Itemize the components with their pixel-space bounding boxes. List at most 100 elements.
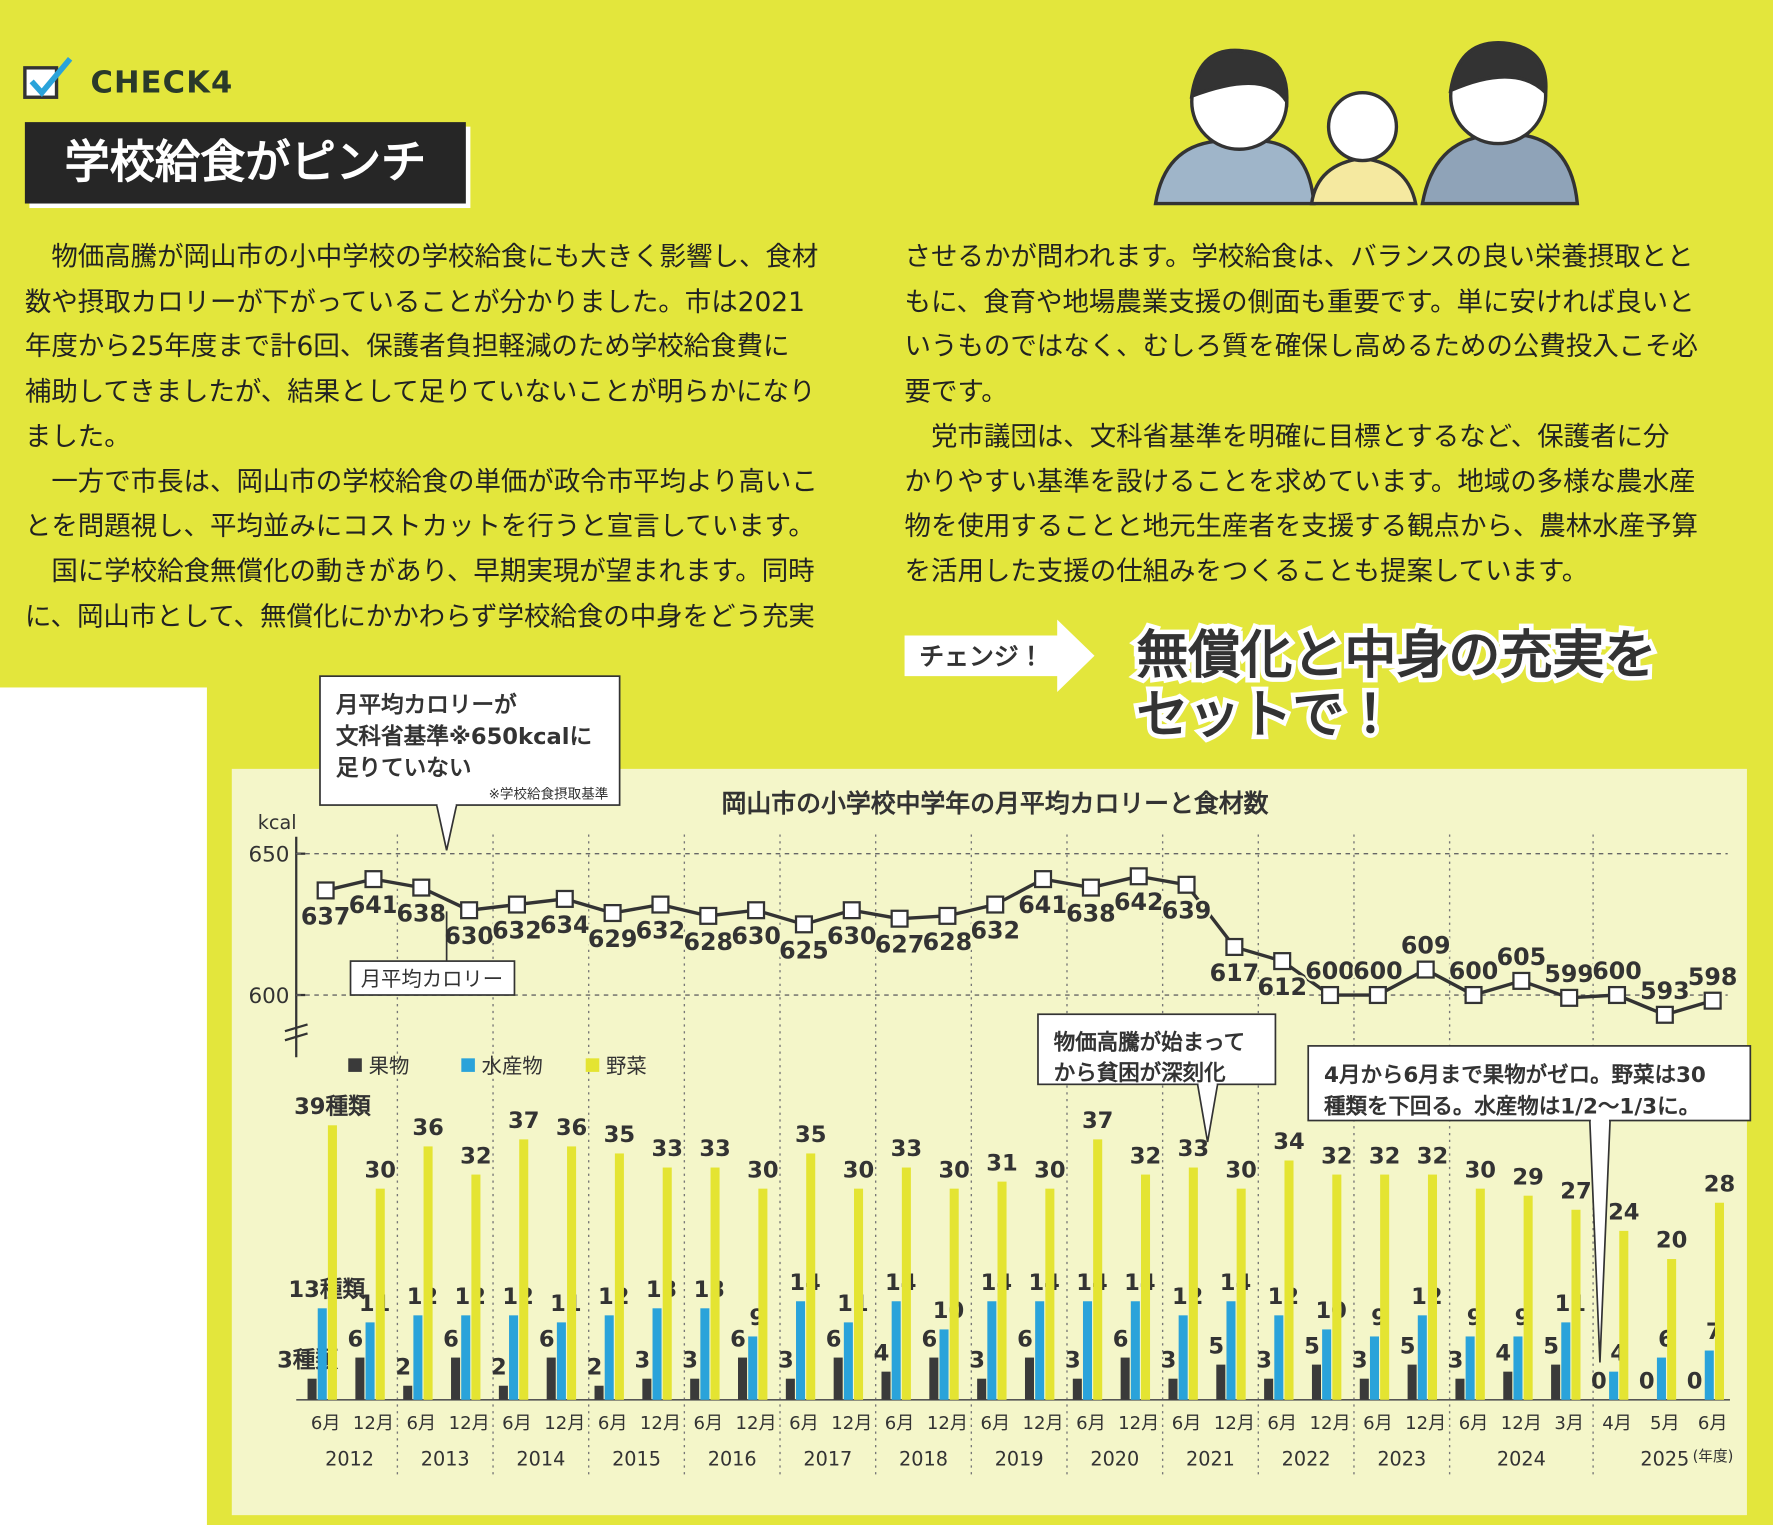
body-line: 物を使用することと地元生産者を支援する観点から、農林水産予算 bbox=[904, 510, 1698, 542]
calorie-label: 625 bbox=[779, 936, 829, 964]
calorie-label: 630 bbox=[731, 922, 781, 950]
x-tick-label: 4月 bbox=[1602, 1413, 1632, 1434]
bar-label: 3 bbox=[634, 1347, 650, 1373]
bar bbox=[1236, 1188, 1246, 1400]
bar-label: 36 bbox=[556, 1115, 587, 1141]
bar bbox=[567, 1146, 577, 1400]
bar bbox=[642, 1378, 652, 1400]
bar-label: 12 bbox=[407, 1284, 438, 1310]
year-label: 2021 bbox=[1186, 1447, 1235, 1470]
x-tick-label: 6月 bbox=[1698, 1413, 1728, 1434]
change-headline: 無償化と中身の充実を bbox=[1136, 626, 1656, 686]
calorie-marker bbox=[1320, 985, 1340, 1005]
x-tick-label: 12月 bbox=[1501, 1413, 1542, 1434]
bar-label: 20 bbox=[1656, 1228, 1687, 1254]
bar-label: 37 bbox=[508, 1108, 539, 1134]
legend-swatch bbox=[461, 1058, 475, 1072]
bar-label: 12 bbox=[455, 1284, 486, 1310]
bar bbox=[375, 1188, 385, 1400]
calorie-label: 632 bbox=[970, 916, 1020, 944]
body-line: ました。 bbox=[24, 420, 131, 453]
bar bbox=[833, 1357, 843, 1400]
x-tick-label: 12月 bbox=[1214, 1413, 1255, 1434]
callout-seam bbox=[437, 802, 456, 807]
x-tick-label: 12月 bbox=[353, 1413, 394, 1434]
year-label: 2014 bbox=[516, 1447, 565, 1470]
bar-label: 2 bbox=[491, 1354, 507, 1380]
body-line: かりやすい基準を設けることを求めています。地域の多様な農水産 bbox=[904, 465, 1696, 497]
body-line: 物価高騰が岡山市の小中学校の学校給食にも大きく影響し、食材 bbox=[24, 240, 819, 273]
calorie-marker bbox=[794, 915, 813, 934]
bar bbox=[806, 1153, 816, 1400]
callout-seam bbox=[1198, 1082, 1217, 1086]
x-tick-label: 12月 bbox=[640, 1413, 681, 1434]
callout-text: 月平均カロリーが bbox=[335, 691, 517, 718]
bar-label: 30 bbox=[1225, 1157, 1256, 1183]
calorie-label: 605 bbox=[1497, 943, 1547, 971]
x-unit-label: (年度) bbox=[1693, 1448, 1734, 1465]
calorie-marker bbox=[890, 909, 909, 928]
callout-text: 4月から6月まで果物がゼロ。野菜は30 bbox=[1324, 1062, 1706, 1088]
calorie-label: 617 bbox=[1210, 959, 1260, 987]
section-title: 学校給食がピンチ bbox=[24, 122, 466, 204]
calorie-label: 637 bbox=[301, 902, 351, 930]
calorie-label: 628 bbox=[923, 928, 973, 956]
x-tick-label: 6月 bbox=[1363, 1413, 1393, 1434]
bar-label: 3 bbox=[1448, 1347, 1464, 1373]
calorie-marker bbox=[1560, 988, 1579, 1007]
bar bbox=[1168, 1378, 1178, 1400]
bar-label: 12 bbox=[1411, 1284, 1442, 1310]
bar bbox=[854, 1188, 864, 1400]
bar-label: 14 bbox=[885, 1270, 916, 1296]
bar-label: 6 bbox=[921, 1326, 937, 1352]
bar bbox=[1140, 1174, 1151, 1400]
callout-box bbox=[1307, 1045, 1752, 1122]
bar bbox=[1035, 1301, 1045, 1400]
bar bbox=[1465, 1336, 1475, 1400]
legend-label: 野菜 bbox=[606, 1054, 647, 1078]
bar bbox=[1475, 1188, 1485, 1400]
line-name-box bbox=[349, 960, 516, 996]
callout-text: 文科省基準※650kcalに bbox=[336, 723, 592, 750]
bar bbox=[1513, 1336, 1523, 1400]
x-tick-label: 6月 bbox=[502, 1413, 532, 1434]
bar-label: 11 bbox=[1555, 1291, 1586, 1317]
bar bbox=[614, 1153, 624, 1400]
bar bbox=[1093, 1139, 1103, 1400]
bar bbox=[738, 1357, 748, 1400]
bar-label: 3 bbox=[1352, 1347, 1368, 1373]
checkbox-icon bbox=[23, 56, 73, 99]
bar-label: 5 bbox=[1543, 1333, 1559, 1359]
legend-label: 果物 bbox=[369, 1054, 410, 1078]
bar-label: 33 bbox=[891, 1136, 922, 1162]
calorie-label: 593 bbox=[1640, 977, 1690, 1005]
bar bbox=[1523, 1195, 1533, 1400]
calorie-label: 632 bbox=[636, 916, 686, 944]
bar-label: 4 bbox=[874, 1340, 890, 1366]
y-tick-label: 600 bbox=[248, 984, 289, 1009]
bar-label: 30 bbox=[1465, 1157, 1496, 1183]
x-tick-label: 6月 bbox=[598, 1413, 628, 1434]
bar bbox=[471, 1174, 481, 1400]
check-label: CHECK4 bbox=[90, 65, 234, 101]
body-line: 一方で市長は、岡山市の学校給食の単価が政令市平均より高いこ bbox=[24, 465, 818, 497]
callout-text: 種類を下回る。水産物は1/2〜1/3に。 bbox=[1324, 1094, 1700, 1120]
calorie-label: 627 bbox=[875, 931, 925, 959]
year-label: 2013 bbox=[421, 1447, 470, 1470]
change-banner: チェンジ！ 無償化と中身の充実を セットで！ bbox=[904, 619, 1661, 750]
body-line: 国に学校給食無償化の動きがあり、早期実現が望まれます。同時 bbox=[24, 555, 815, 587]
bar bbox=[1216, 1364, 1226, 1400]
bar bbox=[1226, 1301, 1236, 1400]
bar-label: 33 bbox=[699, 1136, 730, 1162]
y-axis-label: kcal bbox=[258, 811, 297, 834]
bar bbox=[881, 1371, 891, 1400]
legend-swatch bbox=[348, 1058, 362, 1072]
x-tick-label: 6月 bbox=[311, 1413, 341, 1434]
calorie-marker bbox=[412, 878, 431, 897]
bar bbox=[1311, 1364, 1321, 1400]
bar bbox=[997, 1181, 1007, 1400]
bar-label: 3 bbox=[1065, 1347, 1081, 1373]
bar bbox=[748, 1336, 758, 1400]
bar-label: 11 bbox=[837, 1291, 868, 1317]
